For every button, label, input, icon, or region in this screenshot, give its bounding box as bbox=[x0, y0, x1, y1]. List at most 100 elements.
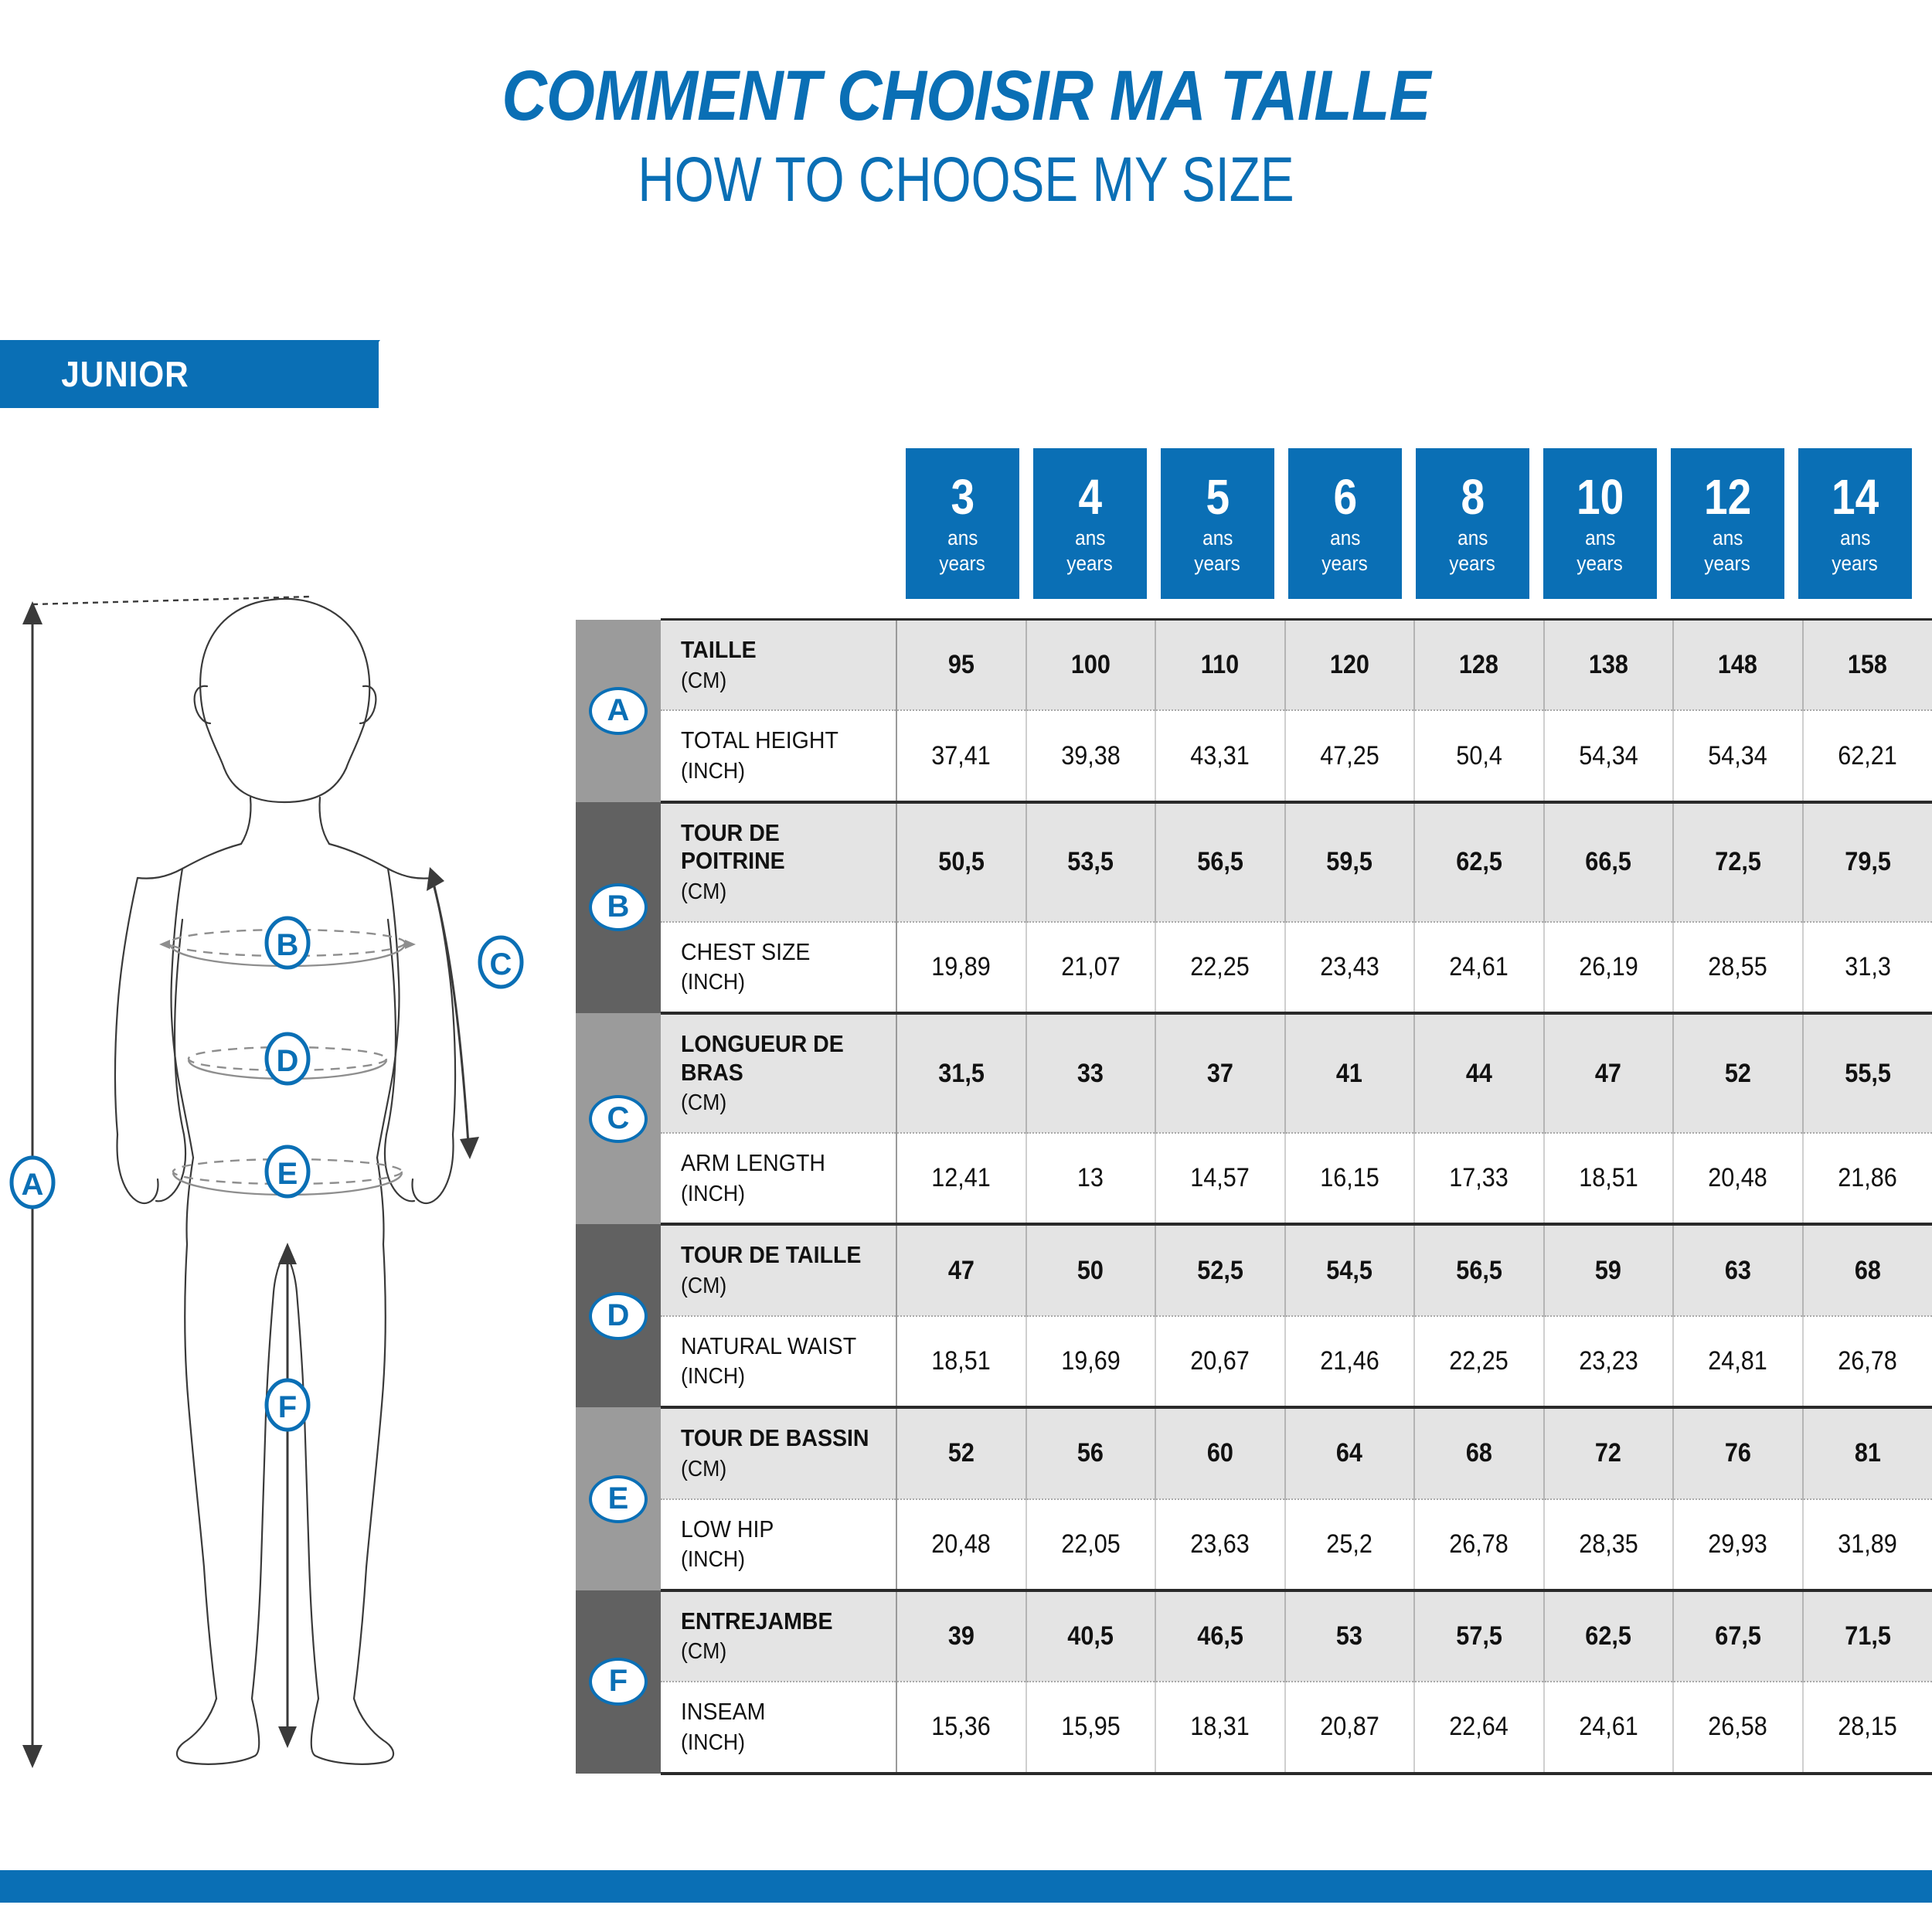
measurement-unit: (CM) bbox=[681, 1456, 727, 1481]
measurement-value: 28,35 bbox=[1543, 1498, 1674, 1592]
measurement-value: 148 bbox=[1673, 618, 1804, 712]
measurement-name: TOUR DE POITRINE bbox=[681, 818, 785, 875]
measurement-value: 56,5 bbox=[1414, 1224, 1545, 1317]
age-unit-en: years bbox=[1704, 552, 1751, 576]
measurement-value: 18,51 bbox=[1543, 1133, 1674, 1226]
svg-text:E: E bbox=[277, 1157, 298, 1191]
measurement-value: 17,33 bbox=[1414, 1133, 1545, 1226]
letter-badge-icon: A bbox=[589, 686, 648, 735]
table-row: LOW HIP (INCH) 20,48 22,05 23,63 25,2 26,78 28,… bbox=[576, 1498, 1932, 1592]
measurement-value: 63 bbox=[1673, 1224, 1804, 1317]
measurement-label: TOUR DE TAILLE (CM) bbox=[661, 1224, 897, 1317]
measurement-value: 50,4 bbox=[1414, 710, 1545, 804]
measurement-value: 52,5 bbox=[1155, 1224, 1286, 1317]
measurement-value: 64 bbox=[1284, 1407, 1415, 1500]
measurement-value: 60 bbox=[1155, 1407, 1286, 1500]
age-number: 5 bbox=[1206, 468, 1230, 525]
age-header-3: 3 ans years bbox=[906, 448, 1019, 599]
measurement-label: LOW HIP (INCH) bbox=[661, 1498, 897, 1592]
measurement-value: 37,41 bbox=[896, 710, 1027, 804]
age-number: 12 bbox=[1703, 468, 1752, 525]
measurement-unit: (INCH) bbox=[681, 1181, 745, 1206]
measurement-value: 28,55 bbox=[1673, 921, 1804, 1015]
measurement-value: 24,81 bbox=[1673, 1315, 1804, 1410]
size-table-container: A TAILLE (CM) 95 100 110 120 128 138 148 158 TOTAL … bbox=[576, 618, 1932, 1775]
measurement-value: 62,5 bbox=[1414, 801, 1545, 923]
page-title-fr: COMMENT CHOISIR MA TAILLE bbox=[502, 56, 1430, 135]
measurement-name: TOTAL HEIGHT bbox=[681, 726, 838, 754]
measurement-letter-F: F bbox=[576, 1590, 661, 1774]
measurement-value: 62,21 bbox=[1802, 710, 1932, 804]
letter-badge-icon: D bbox=[589, 1291, 648, 1340]
age-header-14: 14 ans years bbox=[1798, 448, 1912, 599]
measurement-value: 46,5 bbox=[1155, 1590, 1286, 1683]
age-number: 4 bbox=[1078, 468, 1102, 525]
measurement-value: 71,5 bbox=[1802, 1590, 1932, 1683]
measurement-unit: (INCH) bbox=[681, 1730, 745, 1755]
measurement-value: 20,48 bbox=[1673, 1133, 1804, 1226]
measurement-value: 26,78 bbox=[1802, 1315, 1932, 1410]
measurement-value: 26,19 bbox=[1543, 921, 1674, 1015]
measurement-label: ENTREJAMBE (CM) bbox=[661, 1590, 897, 1683]
age-unit-en: years bbox=[1832, 552, 1879, 576]
measurement-value: 138 bbox=[1543, 618, 1674, 712]
measurement-value: 23,23 bbox=[1543, 1315, 1674, 1410]
measurement-value: 21,07 bbox=[1026, 921, 1156, 1015]
measurement-value: 39,38 bbox=[1026, 710, 1156, 804]
age-unit-fr: ans bbox=[1202, 526, 1233, 550]
age-header-12: 12 ans years bbox=[1671, 448, 1784, 599]
table-row: TOTAL HEIGHT (INCH) 37,41 39,38 43,31 47,25 50… bbox=[576, 710, 1932, 804]
age-unit-fr: ans bbox=[1839, 526, 1871, 550]
measurement-label: LONGUEUR DE BRAS (CM) bbox=[661, 1013, 897, 1134]
measurement-label: TAILLE (CM) bbox=[661, 618, 897, 712]
measurement-letter-E: E bbox=[576, 1407, 661, 1590]
measurement-name: LONGUEUR DE BRAS bbox=[681, 1030, 844, 1086]
measurement-value: 37 bbox=[1155, 1013, 1286, 1134]
measurement-value: 76 bbox=[1673, 1407, 1804, 1500]
svg-text:C: C bbox=[490, 947, 512, 981]
measurement-label: ARM LENGTH (INCH) bbox=[661, 1133, 897, 1226]
measurement-value: 20,87 bbox=[1284, 1682, 1415, 1775]
measurement-value: 25,2 bbox=[1284, 1498, 1415, 1592]
measurement-value: 21,86 bbox=[1802, 1133, 1932, 1226]
table-row: F ENTREJAMBE (CM) 39 40,5 46,5 53 57,5 62,5 67,5 7… bbox=[576, 1590, 1932, 1774]
measurement-letter-A: A bbox=[576, 619, 661, 802]
measurement-value: 52 bbox=[896, 1407, 1027, 1500]
measurement-value: 19,89 bbox=[896, 921, 1027, 1015]
age-unit-fr: ans bbox=[947, 526, 978, 550]
measurement-letter-C: C bbox=[576, 1013, 661, 1225]
measurement-value: 22,25 bbox=[1155, 921, 1286, 1015]
measurement-name: ARM LENGTH bbox=[681, 1149, 825, 1177]
page-title-en: HOW TO CHOOSE MY SIZE bbox=[638, 144, 1294, 215]
measurement-value: 59 bbox=[1543, 1224, 1674, 1317]
measurement-letter-B: B bbox=[576, 801, 661, 1014]
measurement-value: 56,5 bbox=[1155, 801, 1286, 923]
table-row: A TAILLE (CM) 95 100 110 120 128 138 148 158 bbox=[576, 618, 1932, 802]
table-row: NATURAL WAIST (INCH) 18,51 19,69 20,67 21,46 2… bbox=[576, 1315, 1932, 1410]
measurement-value: 72 bbox=[1543, 1407, 1674, 1500]
measurement-value: 53,5 bbox=[1026, 801, 1156, 923]
measurement-value: 39 bbox=[896, 1590, 1027, 1683]
age-unit-en: years bbox=[1577, 552, 1624, 576]
measurement-value: 68 bbox=[1414, 1407, 1545, 1500]
age-unit-fr: ans bbox=[1457, 526, 1488, 550]
svg-text:F: F bbox=[278, 1390, 297, 1424]
measurement-value: 95 bbox=[896, 618, 1027, 712]
measurement-label: NATURAL WAIST (INCH) bbox=[661, 1315, 897, 1410]
age-number: 10 bbox=[1576, 468, 1624, 525]
measurement-value: 15,36 bbox=[896, 1682, 1027, 1775]
measurement-value: 20,48 bbox=[896, 1498, 1027, 1592]
measurement-label: TOUR DE POITRINE (CM) bbox=[661, 801, 897, 923]
age-number: 6 bbox=[1333, 468, 1357, 525]
measurement-value: 66,5 bbox=[1543, 801, 1674, 923]
measurement-value: 14,57 bbox=[1155, 1133, 1286, 1226]
letter-badge-icon: C bbox=[589, 1094, 648, 1143]
category-banner: JUNIOR bbox=[0, 340, 379, 408]
measurement-value: 22,25 bbox=[1414, 1315, 1545, 1410]
measurement-unit: (INCH) bbox=[681, 970, 745, 995]
table-row: INSEAM (INCH) 15,36 15,95 18,31 20,87 22,64 24… bbox=[576, 1682, 1932, 1775]
age-number: 14 bbox=[1831, 468, 1879, 525]
measurement-value: 57,5 bbox=[1414, 1590, 1545, 1683]
measurement-name: NATURAL WAIST bbox=[681, 1332, 857, 1359]
measurement-unit: (CM) bbox=[681, 668, 727, 693]
